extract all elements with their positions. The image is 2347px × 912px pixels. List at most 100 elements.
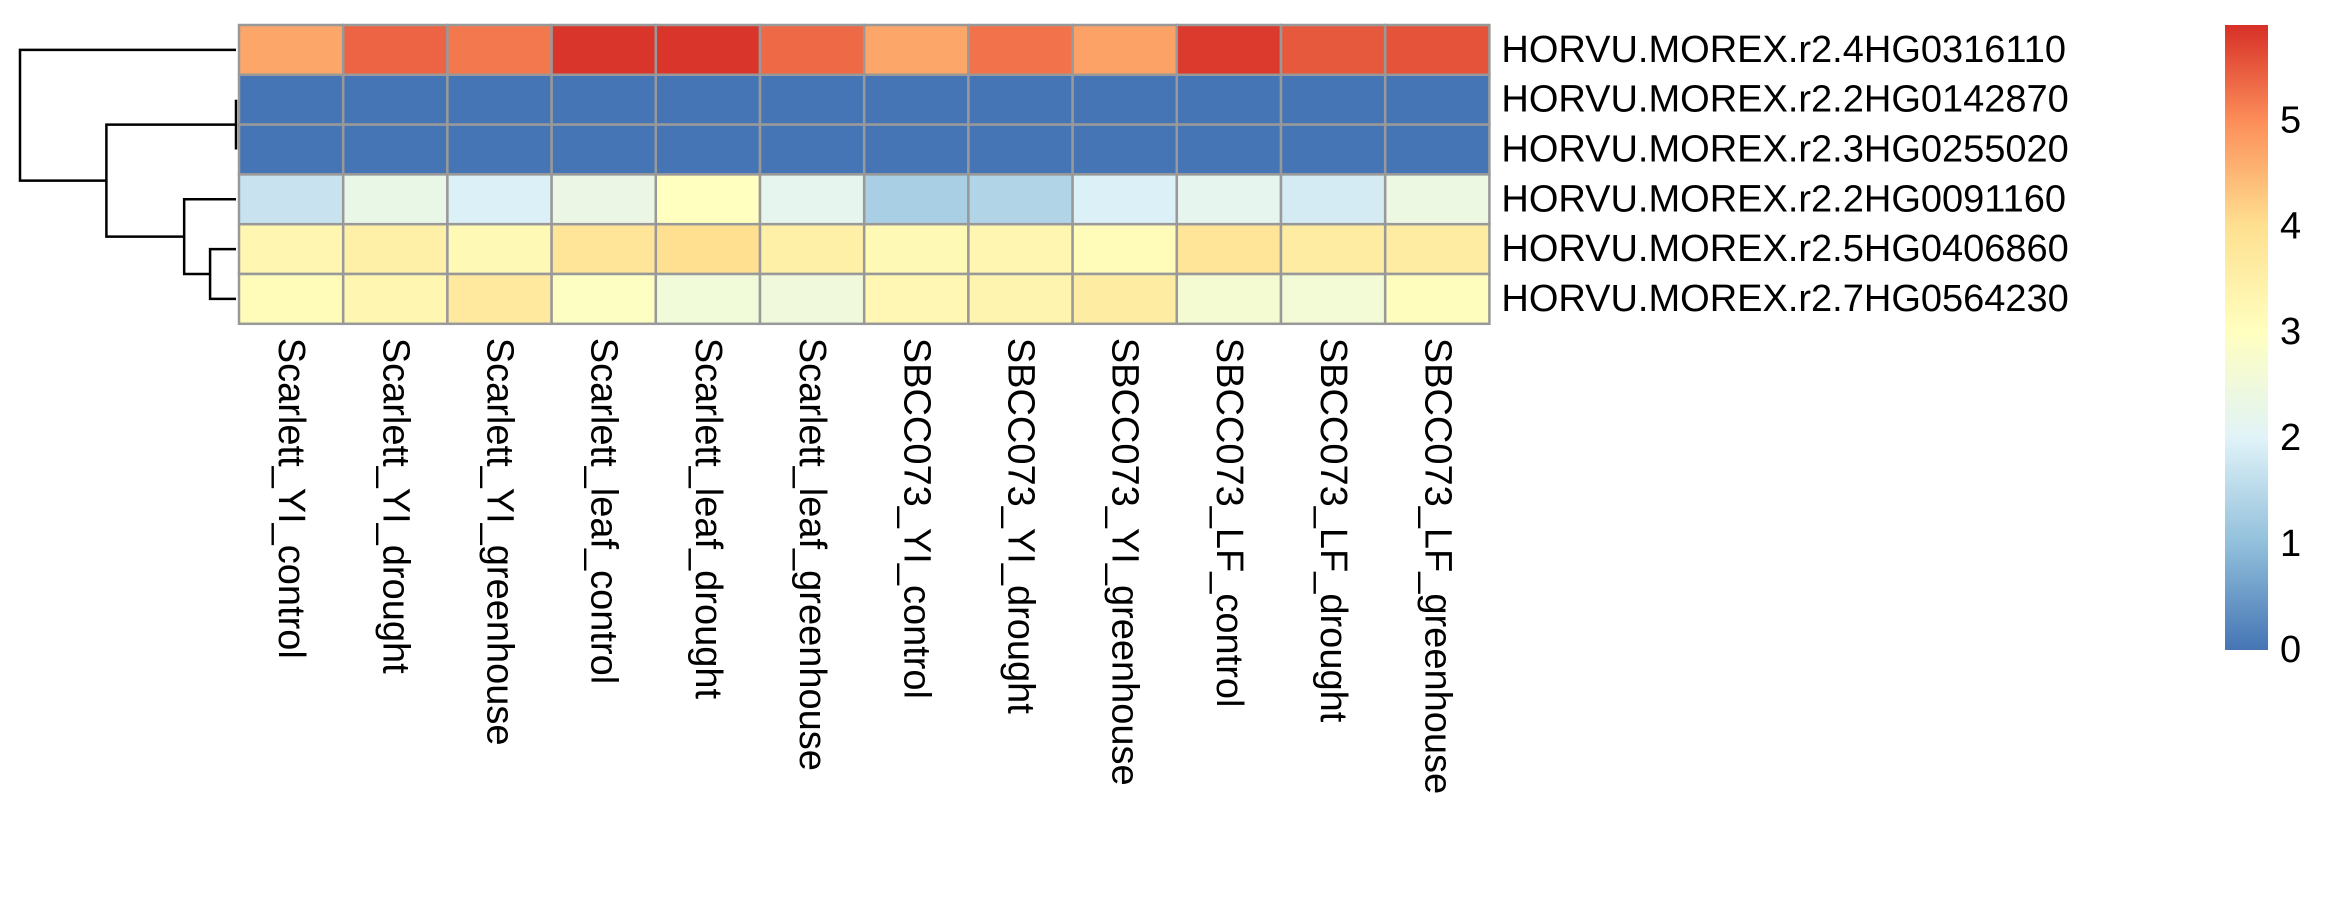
heatmap-cell bbox=[1279, 173, 1387, 226]
heatmap-cell bbox=[341, 222, 449, 276]
row-labels: HORVU.MOREX.r2.4HG0316110 HORVU.MOREX.r2.… bbox=[1501, 29, 2068, 320]
heatmap-cell bbox=[341, 23, 449, 77]
heatmap-cell bbox=[237, 123, 345, 176]
heatmap-cell bbox=[967, 272, 1074, 326]
column-label: Scarlett_leaf_control bbox=[583, 338, 625, 684]
heatmap-cell bbox=[862, 173, 970, 226]
heatmap-cell bbox=[446, 73, 553, 126]
heatmap-cell bbox=[550, 173, 658, 226]
heatmap-cell bbox=[237, 173, 345, 226]
column-label: SBCC073_YI_drought bbox=[1000, 338, 1042, 714]
legend-tick-label: 4 bbox=[2280, 205, 2301, 247]
legend-tick-label: 5 bbox=[2280, 99, 2301, 141]
heatmap-cell bbox=[1279, 123, 1387, 176]
heatmap-cell bbox=[446, 173, 553, 226]
color-legend: 0 1 2 3 4 5 bbox=[2225, 25, 2301, 671]
legend-tick-label: 3 bbox=[2280, 311, 2301, 353]
legend-tick-label: 1 bbox=[2280, 523, 2301, 565]
heatmap-cell bbox=[1279, 272, 1387, 326]
heatmap-cell bbox=[967, 173, 1074, 226]
heatmap-cell bbox=[1279, 23, 1387, 77]
heatmap-cell bbox=[1175, 23, 1283, 77]
heatmap-cell bbox=[550, 123, 658, 176]
heatmap-cell bbox=[758, 123, 866, 176]
row-label: HORVU.MOREX.r2.2HG0142870 bbox=[1501, 79, 2068, 121]
heatmap-cell bbox=[758, 73, 866, 126]
dendrogram-branch bbox=[18, 48, 236, 182]
heatmap-cell bbox=[1071, 272, 1179, 326]
heatmap-cell bbox=[654, 272, 762, 326]
heatmap-cell bbox=[1175, 272, 1283, 326]
heatmap-cell bbox=[550, 272, 658, 326]
heatmap-cell bbox=[654, 222, 762, 276]
column-label: Scarlett_leaf_drought bbox=[687, 338, 729, 700]
column-label: Scarlett_leaf_greenhouse bbox=[791, 338, 833, 771]
row-label: HORVU.MOREX.r2.3HG0255020 bbox=[1501, 129, 2068, 171]
row-label: HORVU.MOREX.r2.5HG0406860 bbox=[1501, 228, 2068, 270]
row-label: HORVU.MOREX.r2.7HG0564230 bbox=[1501, 278, 2068, 320]
heatmap-cell bbox=[1383, 123, 1491, 176]
heatmap-cell bbox=[1071, 73, 1179, 126]
heatmap-cell bbox=[446, 23, 553, 77]
heatmap-cell bbox=[1071, 222, 1179, 276]
heatmap-cell bbox=[550, 222, 658, 276]
heatmap-cell bbox=[654, 23, 762, 77]
heatmap-cell bbox=[654, 123, 762, 176]
heatmap-cell bbox=[446, 123, 553, 176]
heatmap-cell bbox=[1383, 23, 1491, 77]
column-label: SBCC073_LF_greenhouse bbox=[1416, 338, 1458, 794]
legend-color-bar bbox=[2225, 25, 2268, 650]
dendrogram-branch bbox=[105, 123, 236, 238]
heatmap-cell bbox=[862, 23, 970, 77]
heatmap-cell bbox=[758, 272, 866, 326]
heatmap-cell bbox=[862, 73, 970, 126]
row-label: HORVU.MOREX.r2.2HG0091160 bbox=[1501, 178, 2066, 220]
heatmap-cell bbox=[758, 23, 866, 77]
column-label: SBCC073_YI_control bbox=[895, 338, 937, 699]
heatmap-cell bbox=[654, 173, 762, 226]
heatmap-cell bbox=[967, 23, 1074, 77]
column-label: Scarlett_YI_greenhouse bbox=[479, 338, 521, 746]
heatmap-cell bbox=[446, 272, 553, 326]
column-label: Scarlett_YI_drought bbox=[374, 338, 416, 674]
column-label: Scarlett_YI_control bbox=[270, 338, 312, 659]
heatmap-cell bbox=[341, 123, 449, 176]
heatmap-cell bbox=[862, 123, 970, 176]
heatmap-cell bbox=[1071, 173, 1179, 226]
heatmap-cell bbox=[446, 222, 553, 276]
heatmap-cell bbox=[1175, 222, 1283, 276]
heatmap-cell bbox=[1383, 173, 1491, 226]
heatmap-cell bbox=[341, 272, 449, 326]
heatmap-cell bbox=[237, 23, 345, 77]
heatmap-cell bbox=[237, 73, 345, 126]
column-label: SBCC073_YI_greenhouse bbox=[1104, 338, 1146, 786]
heatmap-cell bbox=[967, 123, 1074, 176]
heatmap-cell bbox=[1175, 73, 1283, 126]
heatmap-cell bbox=[1175, 123, 1283, 176]
heatmap-cell bbox=[1279, 222, 1387, 276]
heatmap-cell bbox=[237, 272, 345, 326]
heatmap-cell bbox=[1071, 23, 1179, 77]
heatmap-cell bbox=[1175, 173, 1283, 226]
legend-tick-label: 0 bbox=[2280, 629, 2301, 671]
heatmap-cell bbox=[341, 73, 449, 126]
heatmap-cell bbox=[862, 272, 970, 326]
column-label: SBCC073_LF_drought bbox=[1312, 338, 1354, 723]
heatmap-cell bbox=[862, 222, 970, 276]
heatmap-cell bbox=[1383, 272, 1491, 326]
heatmap-cell bbox=[550, 73, 658, 126]
heatmap-cell bbox=[1383, 73, 1491, 126]
heatmap-cell bbox=[237, 222, 345, 276]
heatmap-cell bbox=[654, 73, 762, 126]
heatmap-cells bbox=[237, 23, 1491, 326]
heatmap-cell bbox=[1279, 73, 1387, 126]
heatmap-cell bbox=[341, 173, 449, 226]
column-label: SBCC073_LF_control bbox=[1208, 338, 1250, 708]
heatmap-cell bbox=[1071, 123, 1179, 176]
dendrogram-branch bbox=[208, 247, 236, 301]
column-labels: Scarlett_YI_control Scarlett_YI_drought Sc… bbox=[270, 338, 1458, 794]
heatmap-cell bbox=[758, 222, 866, 276]
row-label: HORVU.MOREX.r2.4HG0316110 bbox=[1501, 29, 2066, 71]
heatmap-cell bbox=[758, 173, 866, 226]
